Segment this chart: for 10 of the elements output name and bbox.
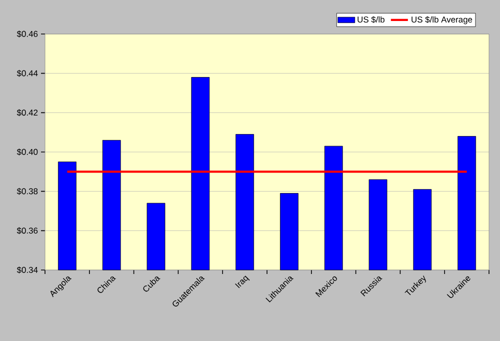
legend-label: US $/lb Average [412,16,472,24]
y-tick-label: $0.36 [16,227,38,234]
y-tick-label: $0.38 [16,188,38,195]
y-tick-label: $0.40 [16,148,38,156]
y-tick-label: $0.34 [16,266,38,274]
x-tick-label: Iraq [235,276,250,288]
y-tick-label: $0.44 [16,70,38,77]
y-tick-label: $0.42 [16,109,38,116]
legend-label: US $/lb [358,16,384,24]
y-tick-label: $0.46 [16,30,38,38]
